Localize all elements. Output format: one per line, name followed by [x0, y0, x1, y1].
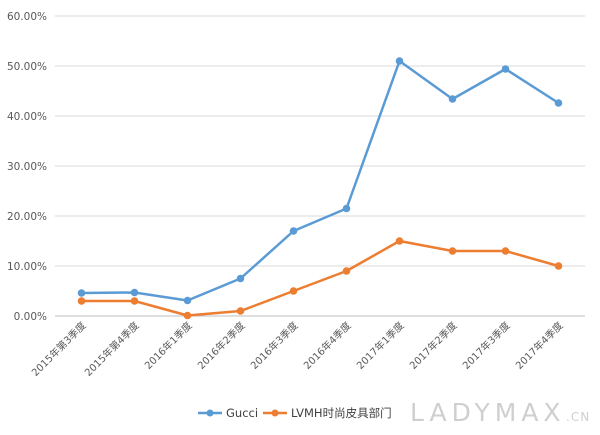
data-point-1-3 — [236, 307, 245, 315]
y-tick-label: 50.00% — [7, 61, 47, 73]
series-line-0 — [80, 59, 560, 302]
x-tick-label: 2015年第4季度 — [82, 319, 142, 379]
data-point-0-5 — [342, 204, 351, 213]
data-point-1-1 — [130, 297, 139, 305]
legend-item-lvmh: LVMH时尚皮具部门 — [263, 406, 392, 420]
data-point-1-5 — [342, 267, 351, 275]
legend-marker-gucci — [206, 409, 214, 417]
legend: Gucci LVMH时尚皮具部门 — [198, 406, 392, 420]
x-tick-label: 2015年第3季度 — [29, 319, 89, 379]
y-tick-label: 20.00% — [7, 211, 47, 223]
data-point-1-6 — [395, 237, 404, 245]
data-point-1-7 — [448, 247, 457, 255]
legend-label-gucci: Gucci — [226, 406, 258, 420]
data-point-0-7 — [448, 95, 457, 103]
y-tick-label: 60.00% — [7, 11, 47, 23]
watermark-brand: LADYMAX — [410, 398, 566, 427]
series-line-1 — [80, 239, 560, 317]
x-tick-label: 2016年4季度 — [301, 319, 354, 372]
x-tick-label: 2017年3季度 — [460, 319, 513, 372]
x-tick-label: 2017年4季度 — [513, 319, 566, 372]
data-point-0-1 — [130, 288, 139, 297]
data-point-1-0 — [77, 297, 86, 305]
data-point-0-6 — [395, 57, 404, 65]
data-point-0-9 — [554, 99, 563, 107]
x-tick-label: 2016年1季度 — [142, 319, 195, 372]
y-axis-ticks: 0.00% 10.00% 20.00% 30.00% 40.00% 50.00% 60.00… — [7, 11, 47, 323]
x-tick-label: 2017年1季度 — [354, 319, 407, 372]
series-lines — [80, 59, 560, 317]
y-tick-label: 30.00% — [7, 161, 47, 173]
x-tick-label: 2017年2季度 — [407, 319, 460, 372]
data-point-0-2 — [183, 296, 192, 305]
data-point-1-2 — [183, 311, 192, 320]
legend-item-gucci: Gucci — [198, 406, 258, 420]
series-points — [77, 57, 563, 320]
y-tick-label: 40.00% — [7, 111, 47, 123]
gridlines — [55, 15, 585, 317]
data-point-0-3 — [236, 274, 245, 283]
data-point-0-4 — [289, 227, 298, 235]
data-point-0-8 — [501, 65, 510, 73]
x-tick-label: 2016年3季度 — [248, 319, 301, 372]
data-point-1-4 — [289, 287, 298, 295]
y-tick-label: 10.00% — [7, 261, 47, 273]
watermark-suffix: .CN — [566, 410, 590, 424]
data-point-0-0 — [77, 289, 86, 297]
legend-label-lvmh: LVMH时尚皮具部门 — [291, 406, 392, 420]
y-tick-label: 0.00% — [14, 311, 47, 323]
data-point-1-9 — [554, 262, 563, 270]
data-point-1-8 — [501, 247, 510, 255]
x-tick-label: 2016年2季度 — [195, 319, 248, 372]
legend-marker-lvmh — [271, 409, 279, 417]
